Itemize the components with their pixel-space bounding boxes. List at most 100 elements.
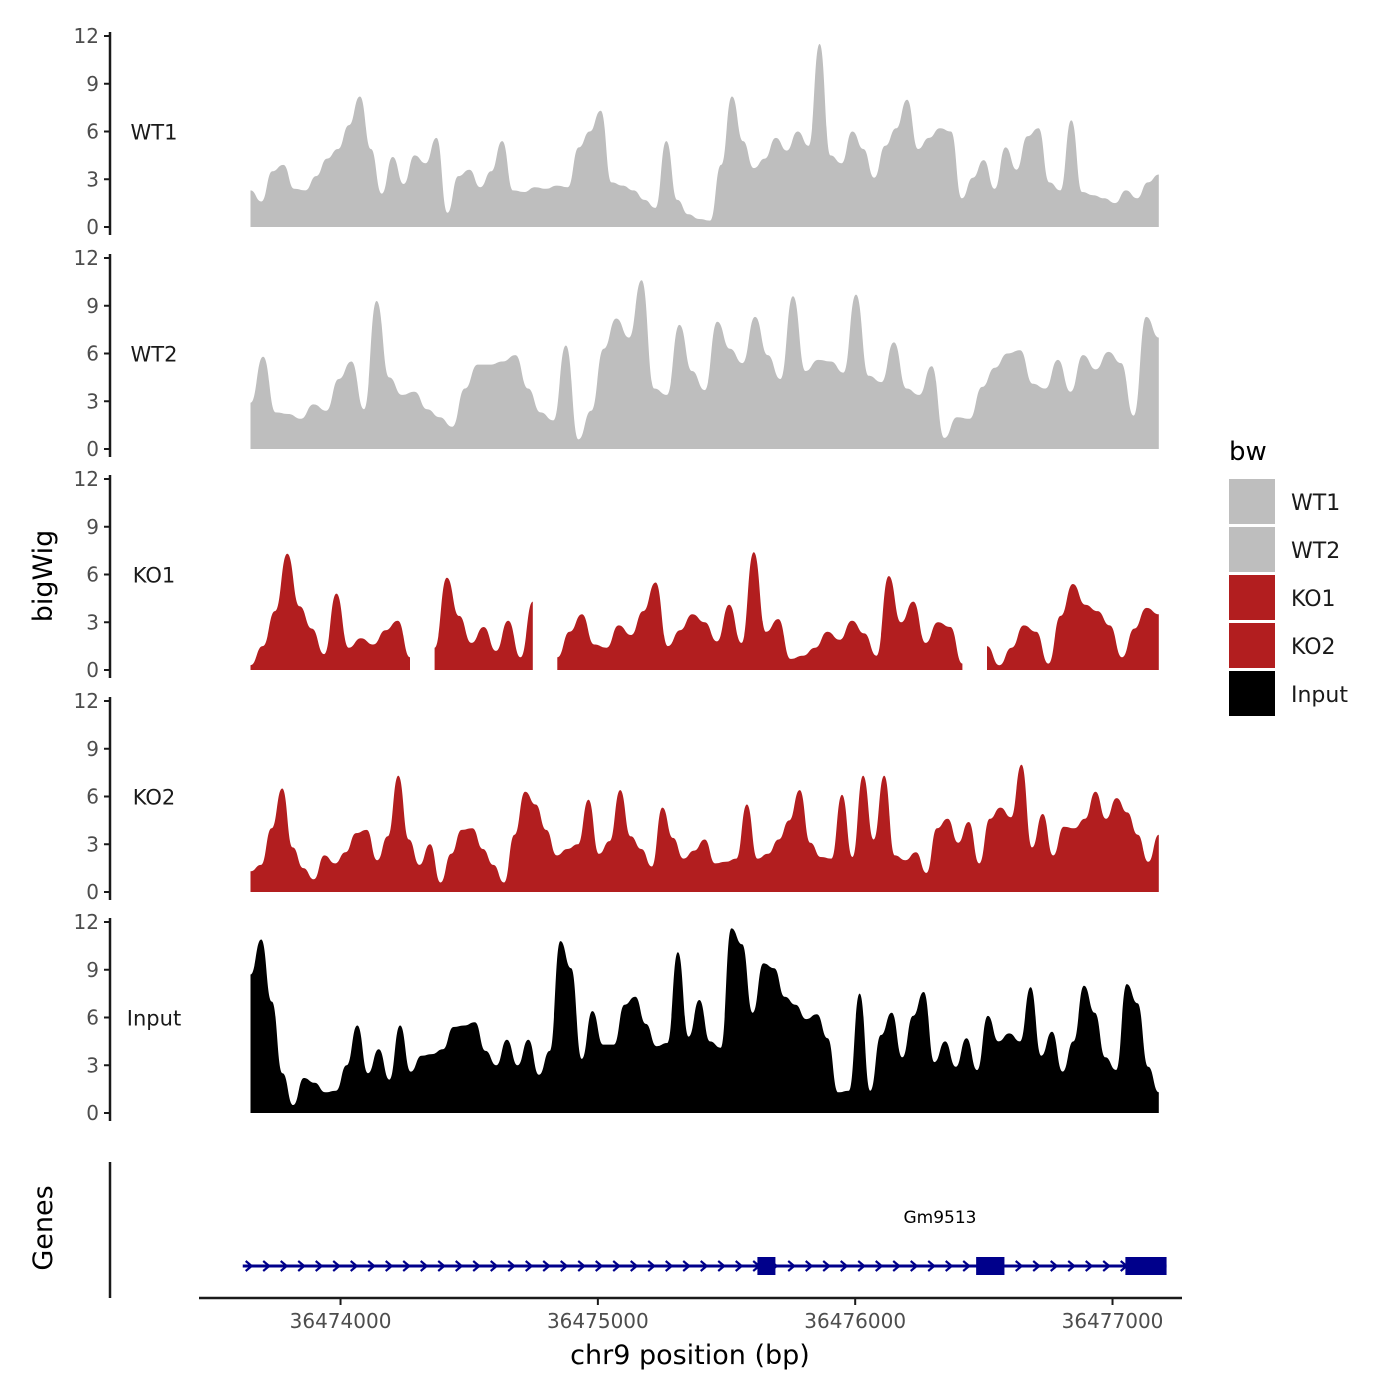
- strand-arrow: [839, 1260, 849, 1272]
- strand-arrow: [367, 1260, 376, 1272]
- exon: [1125, 1257, 1167, 1275]
- y-tick-label: 6: [86, 342, 99, 366]
- legend: bw WT1 WT2 KO1 KO2 Input: [1229, 437, 1348, 716]
- y-tick-label: 3: [86, 167, 99, 191]
- strand-arrow: [384, 1260, 394, 1272]
- legend-key-ko1: [1229, 575, 1275, 620]
- track-label-wt1: WT1: [131, 121, 178, 145]
- exon: [757, 1257, 776, 1275]
- y-tick-label: 12: [74, 467, 99, 491]
- track-label-wt2: WT2: [131, 343, 178, 367]
- strand-arrow: [244, 1260, 254, 1272]
- track-input: 0 3 6 9 12 Input: [74, 910, 1159, 1125]
- genes-track-title: Genes: [28, 1185, 59, 1270]
- legend-label-input: Input: [1291, 683, 1348, 708]
- track-wt2: 0 3 6 9 12 WT2: [74, 246, 1159, 461]
- genes-track: Genes Gm9513: [28, 1162, 1167, 1298]
- strand-arrow: [699, 1260, 709, 1272]
- strand-arrow: [822, 1260, 831, 1272]
- legend-label-ko1: KO1: [1291, 587, 1336, 612]
- area-ko2: [250, 764, 1159, 892]
- strand-arrow: [1084, 1260, 1094, 1272]
- y-tick-label: 0: [86, 437, 99, 461]
- strand-arrow: [454, 1260, 464, 1272]
- x-tick-label: 36476000: [804, 1309, 906, 1333]
- strand-arrow: [332, 1260, 341, 1272]
- y-tick-label: 12: [74, 246, 99, 270]
- y-tick-label: 9: [86, 958, 99, 982]
- strand-arrow: [1067, 1260, 1076, 1272]
- y-tick-label: 6: [86, 785, 99, 809]
- strand-arrow: [629, 1260, 639, 1272]
- y-tick-label: 3: [86, 1053, 99, 1077]
- strand-arrow: [1032, 1260, 1041, 1272]
- y-tick-label: 9: [86, 72, 99, 96]
- strand-arrow: [279, 1260, 289, 1272]
- y-tick-label: 0: [86, 215, 99, 239]
- strand-arrow: [717, 1260, 726, 1272]
- strand-arrow: [314, 1260, 324, 1272]
- tracks-group: 0 3 6 9 12 WT1 0 3 6 9 12 WT2 0 3 6 9 12 KO1 0 3 6 9 12 KO2 0 3 6 9…: [74, 24, 1159, 1125]
- legend-label-wt2: WT2: [1291, 539, 1340, 564]
- strand-arrow: [262, 1260, 271, 1272]
- strand-arrow: [647, 1260, 656, 1272]
- track-ko2: 0 3 6 9 12 KO2: [74, 689, 1159, 904]
- strand-arrow: [909, 1260, 919, 1272]
- track-wt1: 0 3 6 9 12 WT1: [74, 24, 1159, 239]
- x-tick-label: 36475000: [547, 1309, 649, 1333]
- y-tick-label: 12: [74, 689, 99, 713]
- area-ko1: [434, 577, 533, 670]
- legend-label-wt1: WT1: [1291, 491, 1340, 516]
- strand-arrow: [874, 1260, 884, 1272]
- strand-arrow: [892, 1260, 901, 1272]
- legend-key-wt1: [1229, 479, 1275, 524]
- x-tick-label: 36474000: [290, 1309, 392, 1333]
- track-ko1: 0 3 6 9 12 KO1: [74, 467, 1159, 682]
- y-axis-title: bigWig: [28, 530, 59, 623]
- x-axis: 36474000 36475000 36476000 36477000: [199, 1296, 1182, 1333]
- strand-arrow: [472, 1260, 481, 1272]
- y-tick-label: 0: [86, 1101, 99, 1125]
- strand-arrow: [734, 1260, 744, 1272]
- strand-arrow: [962, 1260, 971, 1272]
- y-tick-label: 6: [86, 563, 99, 587]
- area-wt1: [250, 44, 1159, 227]
- strand-arrow: [419, 1260, 429, 1272]
- y-tick-label: 9: [86, 515, 99, 539]
- strand-arrow: [1102, 1260, 1111, 1272]
- y-tick-label: 3: [86, 610, 99, 634]
- legend-key-wt2: [1229, 527, 1275, 572]
- y-tick-label: 9: [86, 294, 99, 318]
- strand-arrow: [927, 1260, 936, 1272]
- track-label-ko2: KO2: [133, 786, 176, 810]
- y-tick-label: 0: [86, 658, 99, 682]
- y-tick-label: 12: [74, 910, 99, 934]
- strand-arrow: [297, 1260, 306, 1272]
- strand-arrow: [787, 1260, 796, 1272]
- gene-label: Gm9513: [904, 1208, 977, 1228]
- y-tick-label: 9: [86, 737, 99, 761]
- track-label-ko1: KO1: [133, 564, 176, 588]
- legend-key-input: [1229, 671, 1275, 716]
- strand-arrow: [682, 1260, 691, 1272]
- y-tick-label: 12: [74, 24, 99, 48]
- area-ko1: [250, 553, 410, 670]
- strand-arrow: [664, 1260, 674, 1272]
- strand-arrow: [349, 1260, 359, 1272]
- strand-arrow: [804, 1260, 814, 1272]
- strand-arrow: [489, 1260, 499, 1272]
- y-tick-label: 3: [86, 389, 99, 413]
- strand-arrow: [612, 1260, 621, 1272]
- strand-arrow: [857, 1260, 866, 1272]
- strand-arrow: [1014, 1260, 1024, 1272]
- area-ko1: [557, 552, 963, 670]
- strand-arrow: [507, 1260, 516, 1272]
- strand-arrow: [559, 1260, 569, 1272]
- strand-arrow: [1049, 1260, 1059, 1272]
- x-axis-title: chr9 position (bp): [570, 1340, 810, 1371]
- strand-arrow: [944, 1260, 954, 1272]
- area-input: [250, 928, 1159, 1113]
- strand-arrow: [437, 1260, 446, 1272]
- exon: [976, 1257, 1005, 1275]
